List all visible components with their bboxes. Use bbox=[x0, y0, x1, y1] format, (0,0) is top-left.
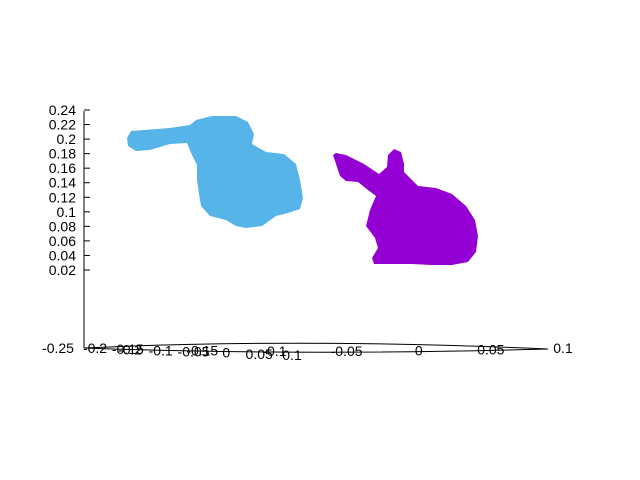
y-tick-label: -0.05 bbox=[178, 344, 210, 360]
x-tick-label: -0.15 bbox=[186, 342, 218, 358]
x-tick-label: 0.1 bbox=[553, 340, 573, 356]
y-tick-label: 0.05 bbox=[246, 346, 273, 362]
z-tick-label: 0.1 bbox=[57, 204, 77, 220]
z-tick-label: 0.14 bbox=[49, 175, 76, 191]
z-tick-label: 0.06 bbox=[49, 233, 76, 249]
x-tick-label: -0.05 bbox=[331, 343, 363, 359]
z-tick-label: 0.08 bbox=[49, 218, 76, 234]
z-tick-label: 0.16 bbox=[49, 160, 76, 176]
x-tick-label: 0 bbox=[415, 342, 423, 358]
y-axis-line bbox=[83, 347, 549, 353]
y-tick-label: 0.1 bbox=[282, 347, 302, 363]
x-tick-label: -0.25 bbox=[42, 340, 74, 356]
x-tick-label: 0.05 bbox=[477, 341, 504, 357]
z-tick-label: 0.24 bbox=[49, 102, 76, 118]
z-tick-label: 0.18 bbox=[49, 146, 76, 162]
series-purple-bunny bbox=[333, 149, 478, 265]
floor-tick-labels: -0.25 -0.2 -0.15 -0.1 -0.05 0 0.05 0.1-0.2 -0.15… bbox=[42, 340, 573, 363]
z-tick-label: 0.12 bbox=[49, 189, 76, 205]
floor-axes: -0.25 -0.2 -0.15 -0.1 -0.05 0 0.05 0.1-0.2 -0.15… bbox=[42, 340, 573, 363]
series-cyan-bunny bbox=[127, 116, 303, 228]
cyan-bunny-point-cloud bbox=[127, 116, 303, 228]
y-tick-label: -0.2 bbox=[83, 340, 107, 356]
x-tick-label: -0.1 bbox=[262, 343, 286, 359]
purple-bunny-point-cloud bbox=[333, 149, 478, 265]
z-tick-label: 0.04 bbox=[49, 247, 76, 263]
y-tick-label: -0.1 bbox=[149, 342, 173, 358]
z-tick-label: 0.22 bbox=[49, 117, 76, 133]
x-axis-line bbox=[83, 342, 549, 350]
y-tick-label: 0 bbox=[222, 345, 230, 361]
z-tick-label: 0.2 bbox=[57, 131, 77, 147]
y-tick-label: -0.15 bbox=[112, 341, 144, 357]
z-axis: 0.240.220.20.180.160.140.120.10.080.060.… bbox=[49, 102, 90, 348]
x-tick-label: -0.2 bbox=[118, 341, 142, 357]
z-tick-label: 0.02 bbox=[49, 262, 76, 278]
z-axis-ticks: 0.240.220.20.180.160.140.120.10.080.060.… bbox=[49, 102, 90, 278]
